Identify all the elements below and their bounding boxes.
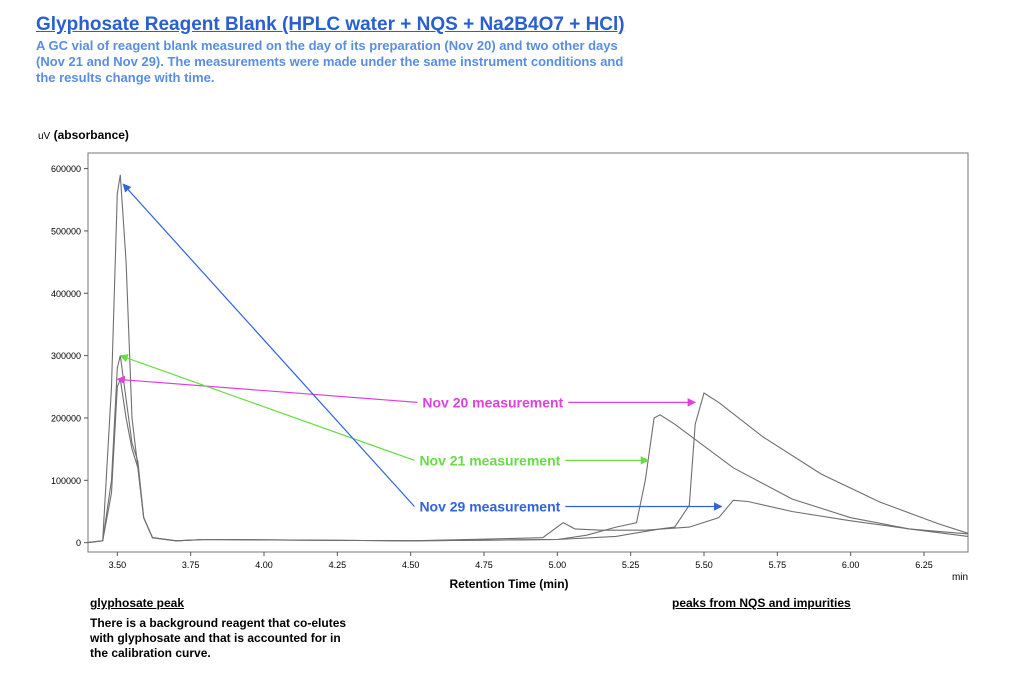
x-tick-label: 5.50 [695, 560, 713, 570]
annotation-arrow-left [116, 375, 418, 403]
annotation-arrow-left [122, 183, 415, 507]
y-tick-label: 300000 [51, 351, 81, 361]
x-tick-label: 4.50 [402, 560, 420, 570]
y-axis-title: (absorbance) [53, 128, 129, 142]
x-tick-label: 3.50 [109, 560, 127, 570]
y-axis-unit: uV [38, 131, 51, 142]
series-line-2 [87, 355, 969, 544]
x-axis-label: Retention Time (min) [449, 577, 568, 591]
x-tick-label: 6.25 [915, 560, 933, 570]
x-tick-label: 6.00 [842, 560, 860, 570]
y-tick-label: 500000 [51, 226, 81, 236]
x-tick-label: 5.25 [622, 560, 640, 570]
annotation-arrow-left [119, 354, 415, 461]
x-tick-label: 4.75 [475, 560, 493, 570]
page-subtitle: A GC vial of reagent blank measured on t… [36, 38, 624, 85]
y-tick-label: 400000 [51, 289, 81, 299]
y-tick-label: 0 [76, 538, 81, 548]
x-tick-label: 3.75 [182, 560, 200, 570]
annotation-label: Nov 29 measurement [419, 498, 560, 514]
annotation-label: Nov 21 measurement [419, 452, 560, 468]
y-tick-label: 600000 [51, 164, 81, 174]
x-axis-ticks: 3.50 3.75 4.00 4.25 4.50 4.75 5.00 5.25 5.50 5.75… [109, 552, 933, 570]
plot-frame [87, 152, 969, 553]
nqs-peaks-heading: peaks from NQS and impurities [672, 596, 851, 610]
x-tick-label: 5.75 [769, 560, 787, 570]
glyphosate-peak-note: There is a background reagent that co-el… [90, 616, 347, 660]
measurement-annotations: Nov 20 measurement Nov 21 measurement Nov … [116, 183, 723, 514]
glyphosate-peak-heading: glyphosate peak [90, 596, 185, 610]
series-traces [87, 174, 969, 544]
x-axis-unit: min [952, 572, 968, 583]
series-line-3 [87, 174, 969, 544]
x-tick-label: 5.00 [549, 560, 567, 570]
y-tick-label: 100000 [51, 476, 81, 486]
y-tick-label: 200000 [51, 413, 81, 423]
y-axis-label: uV (absorbance) [38, 128, 129, 142]
page-title: Glyphosate Reagent Blank (HPLC water + N… [36, 14, 625, 35]
x-tick-label: 4.00 [255, 560, 273, 570]
y-axis-ticks: 0 100000 200000 300000 400000 500000 600000 [51, 164, 88, 548]
annotation-label: Nov 20 measurement [422, 394, 563, 410]
x-tick-label: 4.25 [329, 560, 347, 570]
